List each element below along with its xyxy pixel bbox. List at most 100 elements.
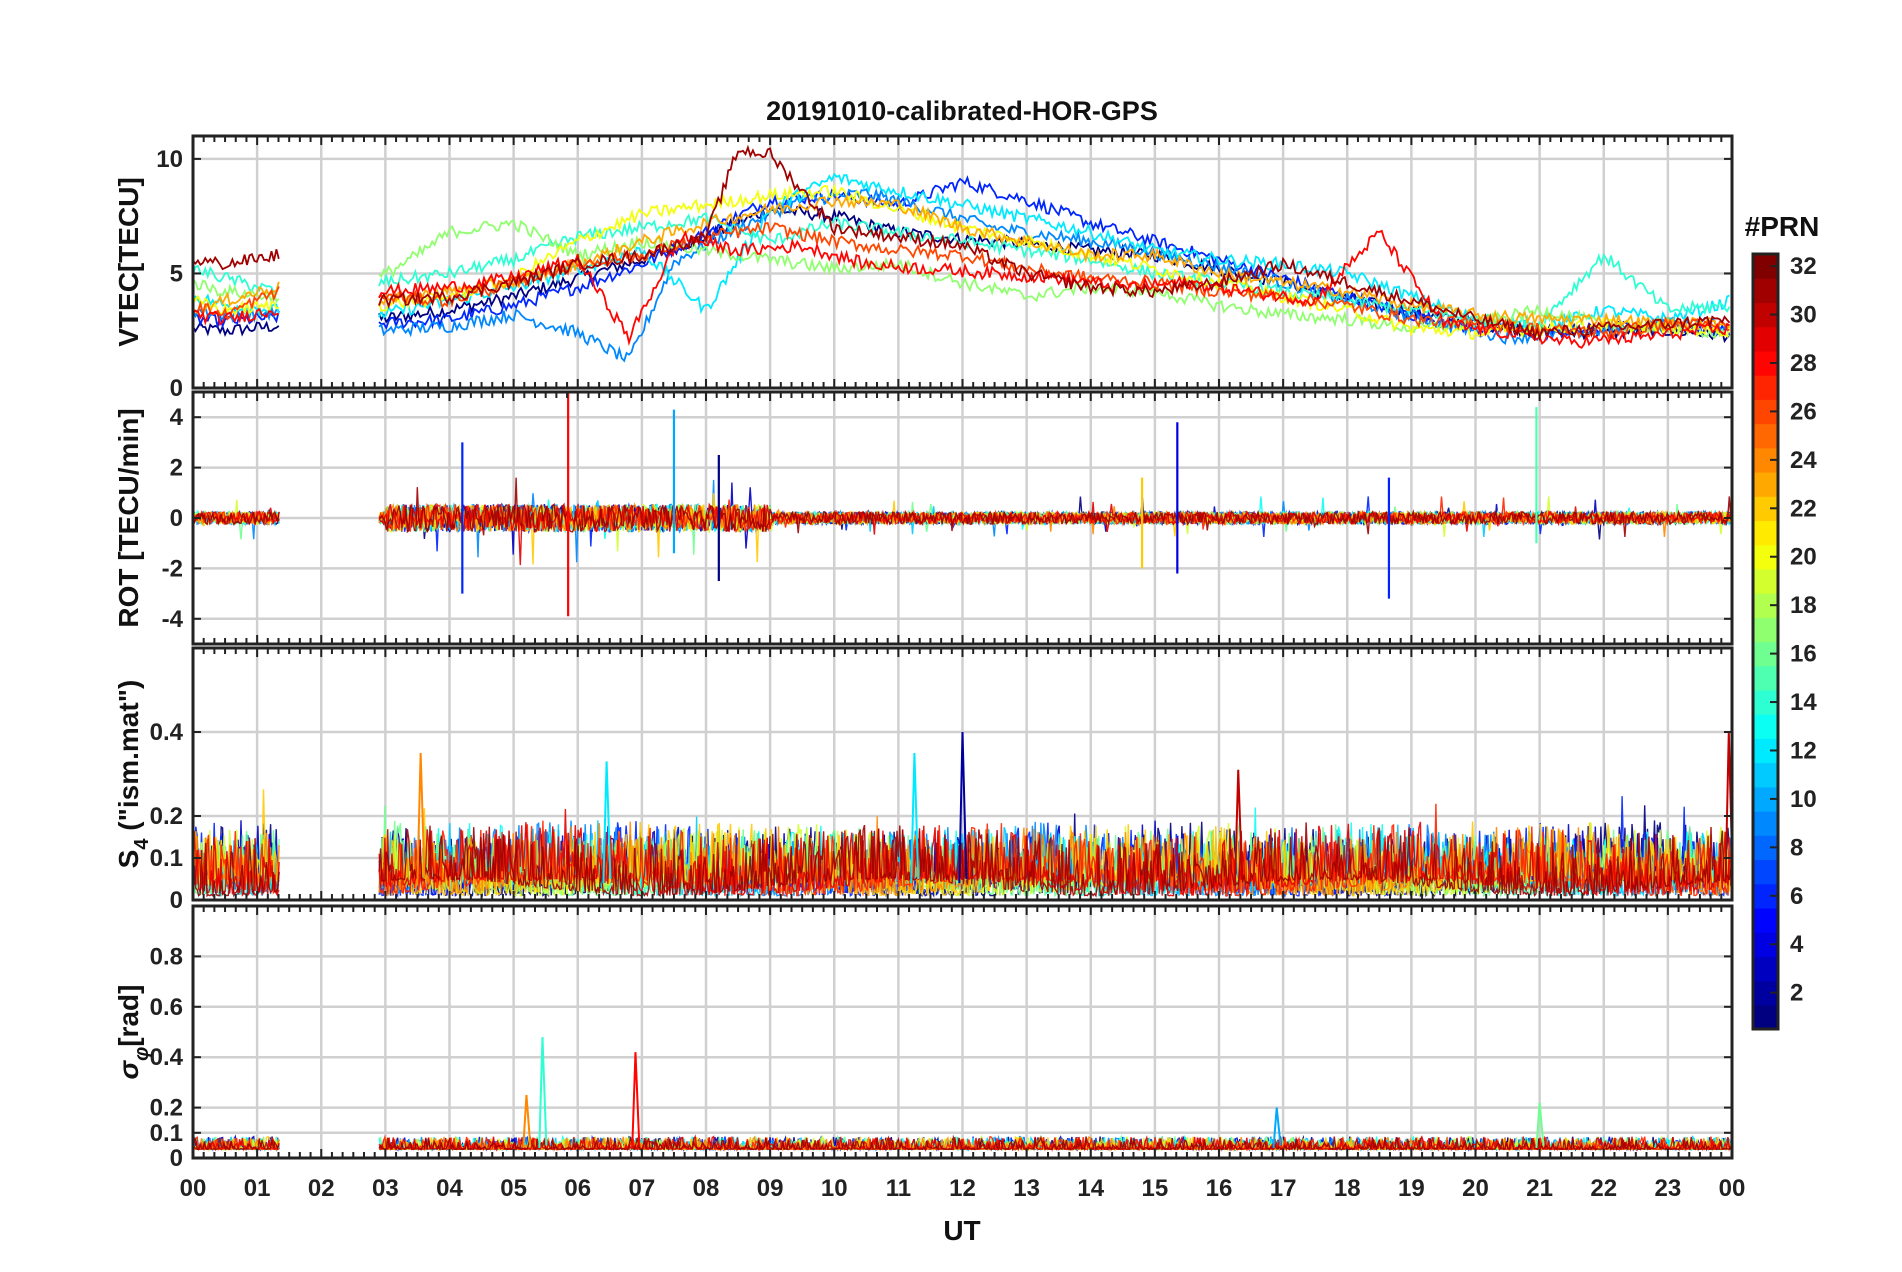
- colorbar-cell: [1753, 278, 1778, 304]
- vtec-line-prn-20: [193, 294, 279, 316]
- vtec-line-prn-28: [193, 308, 280, 327]
- colorbar-cell: [1753, 520, 1778, 546]
- chart-title: 20191010-calibrated-HOR-GPS: [766, 96, 1158, 126]
- y-tick-label-sigma_phi: 0.1: [150, 1120, 183, 1147]
- series-group-sigma_phi: [193, 1037, 1732, 1152]
- panel-vtec: 0 5 10 VTEC[TECU]: [113, 134, 1734, 402]
- y-tick-label-sigma_phi: 0: [170, 1145, 183, 1172]
- y-tick-label-s4: 0.4: [150, 719, 184, 746]
- x-tick-label: 14: [1077, 1175, 1104, 1202]
- x-tick-label: 10: [821, 1175, 848, 1202]
- vtec-line-prn-31: [378, 144, 1731, 342]
- ticks-vtec: 0 5 10: [156, 136, 1732, 402]
- rot-trace-prn-31: [193, 510, 280, 526]
- rot-trace-prn-31: [378, 477, 1732, 538]
- s4-peak-prn-12: [602, 761, 612, 884]
- y-axis-label-rot: ROT [TECU/min]: [113, 408, 144, 627]
- colorbar-cells: [1753, 254, 1778, 1030]
- series-group-rot: [193, 392, 1732, 617]
- y-axis-label-sigma_phi: σφ[rad]: [113, 985, 153, 1080]
- y-axis-label-vtec: VTEC[TECU]: [113, 177, 144, 347]
- y-tick-label-rot: 4: [170, 404, 184, 431]
- s4-peak-prn-2: [958, 731, 968, 884]
- colorbar-tick-label: 4: [1790, 931, 1804, 958]
- x-tick-label: 09: [757, 1175, 784, 1202]
- panel-sigma_phi: 00.10.2 0.4 0.6 0.8 σφ[rad]: [113, 904, 1734, 1172]
- x-tick-label: 02: [308, 1175, 335, 1202]
- x-tick-label: 05: [500, 1175, 527, 1202]
- sigma_phi-peak-prn-16: [1535, 1102, 1545, 1148]
- x-tick-label: 12: [949, 1175, 976, 1202]
- s4-trace-prn-31: [378, 822, 1732, 898]
- y-tick-label-s4: 0: [170, 887, 183, 914]
- rot-trace-prn-29: [378, 501, 1732, 566]
- grid-sigma_phi: [193, 906, 1732, 1160]
- y-tick-label-rot: -2: [162, 555, 183, 582]
- colorbar-cell: [1753, 762, 1778, 788]
- colorbar-tick-label: 24: [1790, 447, 1817, 474]
- y-tick-label-rot: -4: [162, 606, 184, 633]
- colorbar-cell: [1753, 568, 1778, 594]
- y-tick-label-sigma_phi: 0.4: [150, 1044, 184, 1071]
- y-tick-label-s4: 0.1: [150, 845, 183, 872]
- vtec-line-prn-31: [193, 249, 280, 271]
- sigma_phi-peak-prn-10: [1272, 1107, 1282, 1148]
- x-tick-label: 00: [180, 1175, 207, 1202]
- series-group-vtec: [193, 144, 1731, 363]
- y-label-main: σ: [113, 1059, 144, 1079]
- colorbar-tick-label: 14: [1790, 689, 1817, 716]
- colorbar-cell: [1753, 811, 1778, 836]
- vtec-line-prn-20: [378, 182, 1731, 341]
- x-tick-label: 15: [1142, 1175, 1169, 1202]
- y-tick-label-sigma_phi: 0.8: [150, 943, 183, 970]
- x-tick-label: 06: [564, 1175, 591, 1202]
- colorbar-tick-label: 22: [1790, 495, 1817, 522]
- colorbar-tick-label: 2: [1790, 980, 1803, 1007]
- y-label-rest: ("ism.mat"): [113, 680, 144, 839]
- colorbar-cell: [1753, 1004, 1778, 1030]
- x-tick-label: 13: [1013, 1175, 1040, 1202]
- colorbar-cell: [1753, 471, 1778, 497]
- colorbar-tick-label: 10: [1790, 786, 1817, 813]
- x-tick-label: 21: [1526, 1175, 1553, 1202]
- x-tick-label: 19: [1398, 1175, 1425, 1202]
- colorbar-tick-label: 6: [1790, 883, 1803, 910]
- y-tick-label-vtec: 0: [170, 375, 183, 402]
- y-label-main: S: [113, 850, 144, 869]
- colorbar-tick-label: 30: [1790, 302, 1817, 329]
- s4-peak-prn-12: [910, 752, 920, 884]
- colorbar-tick-label: 12: [1790, 737, 1817, 764]
- vtec-line-prn-1: [193, 320, 280, 338]
- x-tick-label: 03: [372, 1175, 399, 1202]
- ticks-sigma_phi: 00.10.2 0.4 0.6 0.8: [150, 906, 1732, 1172]
- x-tick-label: 07: [629, 1175, 656, 1202]
- colorbar-tick-label: 32: [1790, 253, 1817, 280]
- colorbar-cell: [1753, 375, 1778, 400]
- vtec-line-prn-26: [193, 286, 280, 321]
- y-tick-label-s4: 0.2: [150, 803, 183, 830]
- y-label-sub: φ: [131, 1047, 153, 1061]
- vtec-line-prn-6: [193, 310, 280, 330]
- s4-peak-prn-30: [1234, 769, 1244, 884]
- x-tick-label: 18: [1334, 1175, 1361, 1202]
- y-tick-label-vtec: 10: [156, 146, 183, 173]
- y-tick-label-rot: 2: [170, 455, 183, 482]
- y-tick-label-vtec: 5: [170, 260, 183, 287]
- colorbar-tick-label: 20: [1790, 544, 1817, 571]
- x-tick-label: 11: [886, 1175, 911, 1202]
- vtec-line-prn-17: [378, 219, 1730, 339]
- vtec-line-prn-9: [378, 187, 1731, 363]
- colorbar-cell: [1753, 423, 1778, 449]
- colorbar-frame: [1751, 252, 1780, 1031]
- ticks-s4: 0 0.1 0.2 0.4: [150, 648, 1732, 914]
- sigma_phi-peak-prn-14: [538, 1037, 548, 1148]
- y-axis-label-s4: S4 ("ism.mat"): [113, 680, 153, 869]
- colorbar-tick-label: 18: [1790, 592, 1817, 619]
- colorbar-tick-label: 26: [1790, 398, 1817, 425]
- vtec-line-prn-28: [378, 229, 1730, 349]
- x-tick-labels: 00 01 02 03 04 05 06 07 08 09 10 11 12 13 14 15 16 17 18 19…: [180, 1175, 1746, 1202]
